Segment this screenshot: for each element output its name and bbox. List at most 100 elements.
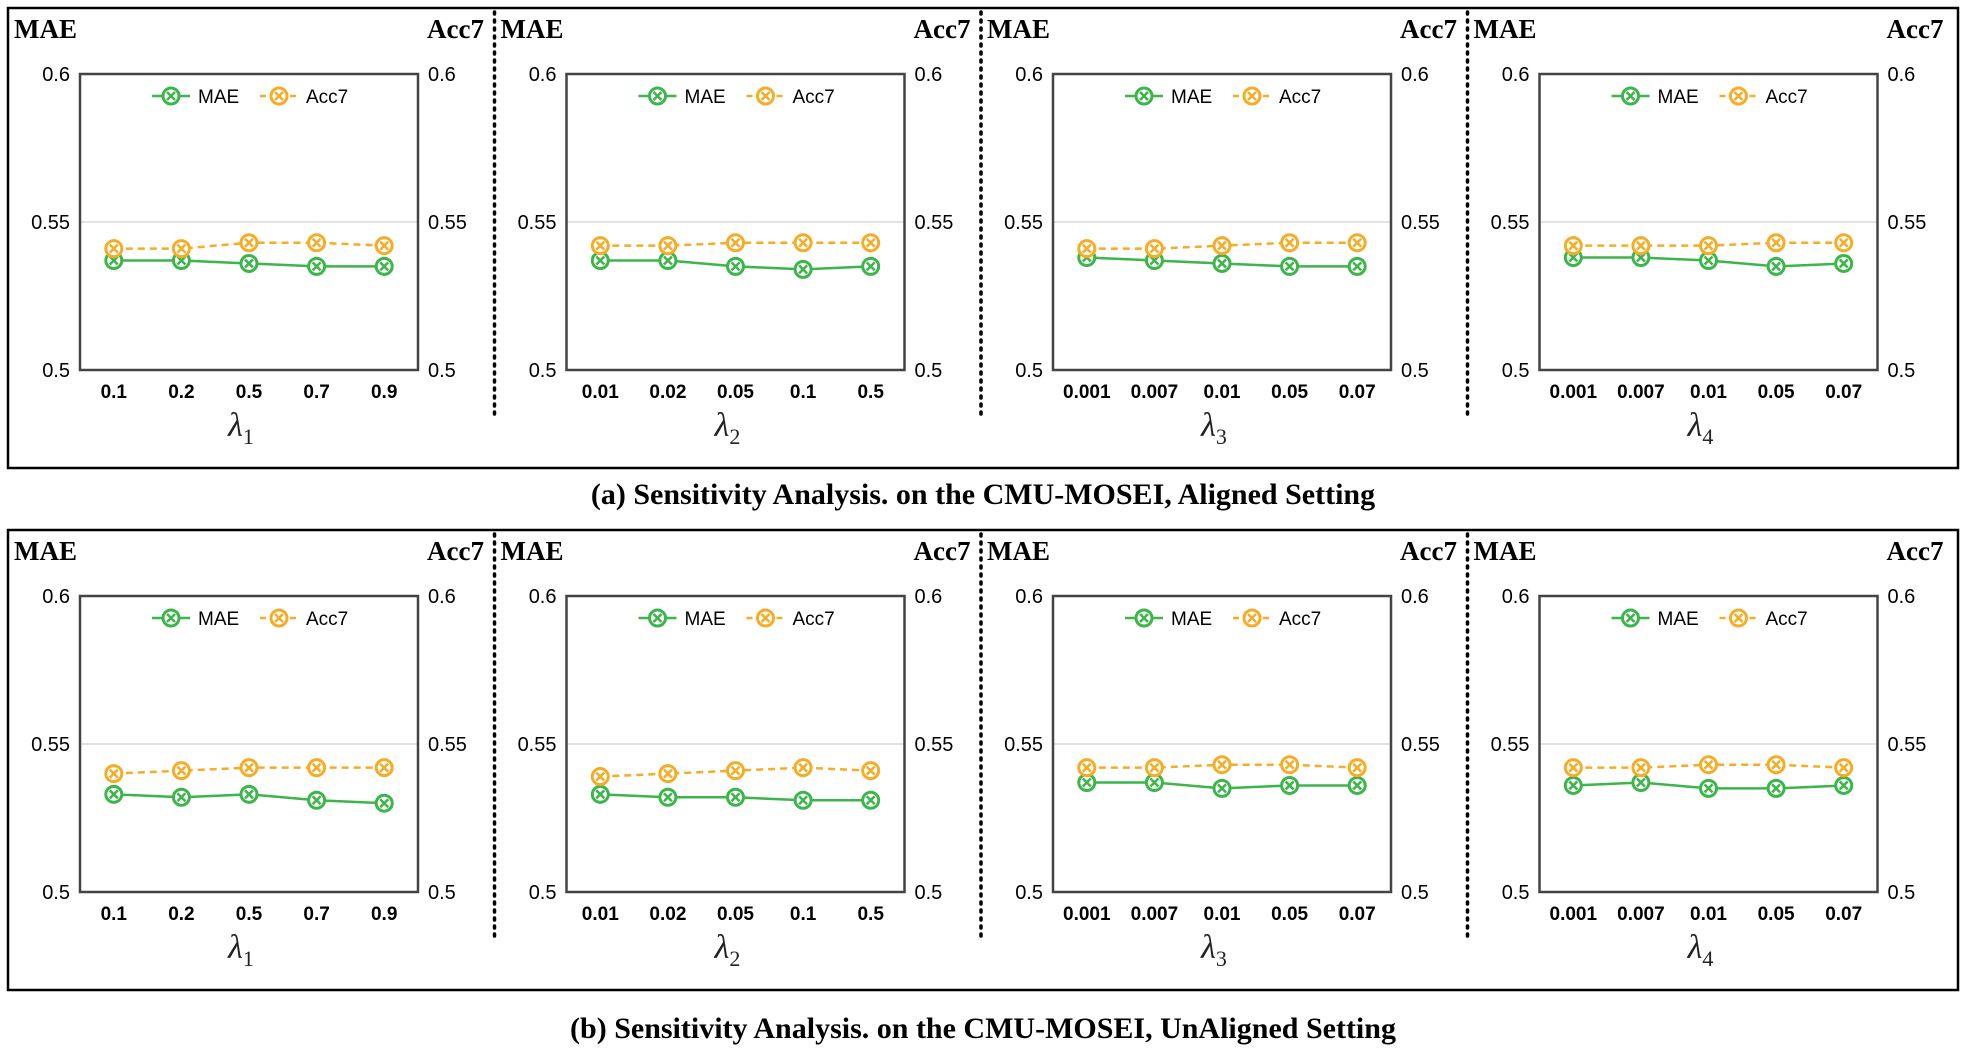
point-mae-cross xyxy=(1352,780,1363,791)
point-mae-cross xyxy=(176,792,187,803)
right-axis-title: Acc7 xyxy=(427,536,484,566)
legend-mae-label: MAE xyxy=(1171,609,1212,630)
row-a-frame xyxy=(6,6,1960,470)
right-tick-label: 0.6 xyxy=(428,586,456,608)
x-tick-label: 0.007 xyxy=(1131,904,1179,925)
legend-mae-label: MAE xyxy=(1658,87,1699,108)
left-tick-label: 0.55 xyxy=(518,734,557,756)
x-axis-label: λ1 xyxy=(227,929,254,971)
right-tick-label: 0.6 xyxy=(915,64,943,86)
x-tick-label: 0.07 xyxy=(1339,382,1376,403)
point-mae-cross xyxy=(1771,261,1781,272)
point-acc7-cross xyxy=(1636,240,1646,251)
point-acc7-cross xyxy=(1081,243,1092,254)
point-mae-cross xyxy=(311,261,322,272)
x-tick-label: 0.7 xyxy=(303,904,329,925)
right-axis-title: Acc7 xyxy=(427,14,484,44)
chart-a-4: MAE Acc7 0.5 0.55 0.6 0.5 0.55 0.6 0.001 0.007 0.0… xyxy=(1474,14,1944,449)
right-tick-label: 0.5 xyxy=(1401,360,1429,382)
left-tick-label: 0.5 xyxy=(529,360,557,382)
x-tick-label: 0.07 xyxy=(1825,382,1862,403)
left-tick-label: 0.6 xyxy=(1015,586,1043,608)
x-tick-label: 0.02 xyxy=(649,904,686,925)
x-tick-label: 0.7 xyxy=(303,382,329,403)
chart-b-2: MAE Acc7 0.5 0.55 0.6 0.5 0.55 0.6 0.01 0.02 0.05 0… xyxy=(501,536,971,971)
point-mae-cross xyxy=(730,792,741,803)
legend-acc7-marker-cross xyxy=(1247,91,1257,101)
point-acc7-cross xyxy=(1284,237,1295,248)
right-tick-label: 0.55 xyxy=(1401,734,1440,756)
point-acc7-cross xyxy=(379,762,390,773)
left-tick-label: 0.6 xyxy=(529,586,557,608)
x-axis-label-sub: 3 xyxy=(1216,424,1227,449)
plot-frame xyxy=(1538,72,1879,372)
legend-mae-label: MAE xyxy=(685,87,726,108)
left-tick-label: 0.5 xyxy=(1015,882,1043,904)
point-mae-cross xyxy=(798,264,808,275)
point-mae-cross xyxy=(663,792,673,803)
point-acc7-cross xyxy=(865,765,876,776)
point-mae-cross xyxy=(1217,783,1227,794)
right-tick-label: 0.55 xyxy=(1888,212,1927,234)
point-mae-cross xyxy=(1838,780,1849,791)
x-tick-label: 0.5 xyxy=(857,904,884,925)
point-mae-cross xyxy=(1081,777,1092,788)
point-acc7-cross xyxy=(1284,759,1295,770)
point-acc7-cross xyxy=(244,237,254,248)
point-mae-cross xyxy=(1838,258,1849,269)
right-tick-label: 0.6 xyxy=(1401,586,1429,608)
legend-acc7-label: Acc7 xyxy=(1766,87,1808,108)
left-tick-label: 0.6 xyxy=(529,64,557,86)
point-acc7-cross xyxy=(244,762,254,773)
x-tick-label: 0.2 xyxy=(168,904,194,925)
point-acc7-cross xyxy=(730,765,741,776)
left-axis-title: MAE xyxy=(987,14,1050,44)
point-mae-cross xyxy=(865,261,876,272)
right-tick-label: 0.6 xyxy=(428,64,456,86)
point-mae-cross xyxy=(244,258,254,269)
left-tick-label: 0.55 xyxy=(31,734,70,756)
point-mae-cross xyxy=(379,798,390,809)
right-axis-title: Acc7 xyxy=(1887,14,1944,44)
right-tick-label: 0.5 xyxy=(428,360,456,382)
point-acc7-cross xyxy=(1352,237,1363,248)
point-acc7-cross xyxy=(1217,240,1227,251)
x-axis-label: λ3 xyxy=(1200,407,1227,449)
x-tick-label: 0.007 xyxy=(1617,382,1665,403)
right-tick-label: 0.5 xyxy=(915,360,943,382)
left-axis-title: MAE xyxy=(501,14,564,44)
x-tick-label: 0.1 xyxy=(101,382,128,403)
chart-a-2: MAE Acc7 0.5 0.55 0.6 0.5 0.55 0.6 0.01 0.02 0.05 0… xyxy=(501,14,971,449)
x-axis-label-sub: 1 xyxy=(243,946,254,971)
left-tick-label: 0.5 xyxy=(1502,360,1530,382)
point-acc7-cross xyxy=(311,762,322,773)
point-mae-cross xyxy=(1568,252,1579,263)
right-tick-label: 0.55 xyxy=(1888,734,1927,756)
legend-mae-marker-cross xyxy=(166,91,176,101)
legend-acc7-marker-cross xyxy=(760,91,771,101)
legend-mae-label: MAE xyxy=(1171,87,1212,108)
point-mae-cross xyxy=(1284,261,1295,272)
caption-a: (a) Sensitivity Analysis. on the CMU-MOS… xyxy=(590,478,1376,511)
x-axis-label-sub: 2 xyxy=(729,946,740,971)
legend-acc7-marker-cross xyxy=(1247,613,1257,623)
legend-mae-marker-cross xyxy=(652,613,663,623)
point-acc7-cross xyxy=(311,237,322,248)
point-mae-cross xyxy=(1149,777,1160,788)
point-acc7-cross xyxy=(1149,762,1160,773)
point-acc7-cross xyxy=(108,768,119,779)
point-mae-cross xyxy=(1771,783,1781,794)
left-tick-label: 0.5 xyxy=(42,882,70,904)
point-mae-cross xyxy=(1217,258,1227,269)
point-acc7-cross xyxy=(798,762,808,773)
left-tick-label: 0.6 xyxy=(42,64,70,86)
point-mae-cross xyxy=(311,795,322,806)
left-axis-title: MAE xyxy=(14,14,77,44)
x-axis-label: λ3 xyxy=(1200,929,1227,971)
legend-mae-marker-cross xyxy=(166,613,176,623)
left-tick-label: 0.6 xyxy=(42,586,70,608)
x-tick-label: 0.05 xyxy=(1758,904,1795,925)
right-tick-label: 0.55 xyxy=(915,212,954,234)
x-axis-label-sub: 1 xyxy=(243,424,254,449)
legend-mae-marker-cross xyxy=(652,91,663,101)
